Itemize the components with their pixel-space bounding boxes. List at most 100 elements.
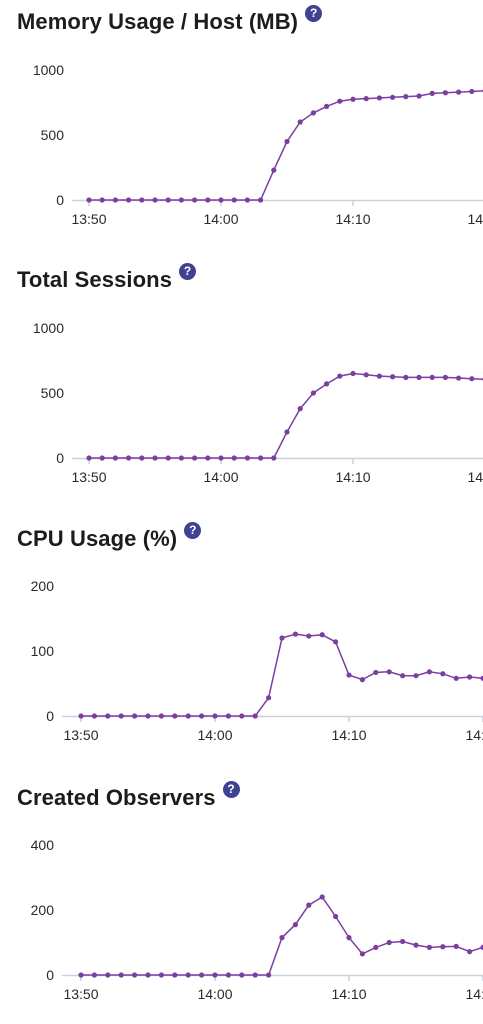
data-point[interactable]	[453, 675, 459, 681]
data-point[interactable]	[192, 197, 198, 203]
data-point[interactable]	[139, 197, 145, 203]
data-point[interactable]	[376, 95, 382, 101]
data-point[interactable]	[212, 972, 218, 978]
data-point[interactable]	[205, 455, 211, 461]
data-point[interactable]	[178, 455, 184, 461]
data-point[interactable]	[105, 972, 111, 978]
data-point[interactable]	[212, 713, 218, 719]
data-point[interactable]	[239, 713, 245, 719]
data-point[interactable]	[99, 455, 105, 461]
data-point[interactable]	[86, 197, 92, 203]
data-point[interactable]	[306, 902, 312, 908]
data-point[interactable]	[205, 197, 211, 203]
data-point[interactable]	[426, 944, 432, 950]
data-point[interactable]	[386, 669, 392, 675]
data-point[interactable]	[480, 944, 483, 950]
data-point[interactable]	[244, 455, 250, 461]
data-point[interactable]	[258, 197, 264, 203]
data-point[interactable]	[266, 972, 272, 978]
data-point[interactable]	[152, 455, 158, 461]
data-point[interactable]	[244, 197, 250, 203]
data-point[interactable]	[86, 455, 92, 461]
data-point[interactable]	[376, 373, 382, 379]
data-point[interactable]	[218, 197, 224, 203]
data-point[interactable]	[78, 713, 84, 719]
data-point[interactable]	[337, 98, 343, 104]
data-point[interactable]	[78, 972, 84, 978]
data-point[interactable]	[359, 951, 365, 957]
question-mark-icon[interactable]: ?	[184, 522, 202, 539]
data-point[interactable]	[158, 713, 164, 719]
data-point[interactable]	[350, 370, 356, 377]
data-point[interactable]	[199, 713, 205, 719]
data-point[interactable]	[279, 635, 285, 641]
data-point[interactable]	[390, 374, 396, 380]
data-point[interactable]	[225, 713, 231, 719]
data-point[interactable]	[185, 713, 191, 719]
data-point[interactable]	[386, 939, 392, 946]
data-point[interactable]	[306, 633, 312, 639]
data-point[interactable]	[429, 374, 435, 380]
data-point[interactable]	[373, 669, 379, 676]
data-point[interactable]	[363, 372, 369, 378]
data-point[interactable]	[373, 944, 379, 950]
data-point[interactable]	[403, 374, 409, 380]
question-mark-icon[interactable]: ?	[179, 263, 197, 280]
data-point[interactable]	[469, 376, 475, 382]
data-point[interactable]	[333, 913, 339, 920]
data-point[interactable]	[279, 935, 285, 941]
data-point[interactable]	[91, 972, 97, 978]
data-point[interactable]	[333, 639, 339, 645]
data-point[interactable]	[319, 894, 325, 900]
data-point[interactable]	[139, 455, 145, 461]
data-point[interactable]	[172, 972, 178, 978]
data-point[interactable]	[440, 671, 446, 677]
data-point[interactable]	[350, 96, 356, 102]
data-point[interactable]	[118, 972, 124, 978]
data-point[interactable]	[426, 669, 432, 675]
data-point[interactable]	[165, 197, 171, 203]
data-point[interactable]	[118, 713, 124, 719]
data-point[interactable]	[310, 390, 316, 396]
data-point[interactable]	[456, 375, 462, 381]
data-point[interactable]	[337, 373, 343, 379]
data-point[interactable]	[99, 197, 105, 203]
data-point[interactable]	[442, 90, 448, 96]
data-point[interactable]	[480, 675, 483, 681]
data-point[interactable]	[112, 455, 118, 461]
data-point[interactable]	[403, 94, 409, 100]
data-point[interactable]	[359, 677, 365, 683]
data-point[interactable]	[429, 90, 435, 96]
data-point[interactable]	[310, 110, 316, 116]
data-point[interactable]	[324, 103, 330, 109]
data-point[interactable]	[132, 713, 138, 719]
data-point[interactable]	[442, 374, 448, 380]
data-point[interactable]	[400, 938, 406, 945]
data-point[interactable]	[413, 942, 419, 948]
data-point[interactable]	[126, 455, 132, 461]
data-point[interactable]	[112, 197, 118, 203]
data-point[interactable]	[152, 197, 158, 203]
data-point[interactable]	[239, 972, 245, 978]
data-point[interactable]	[416, 93, 422, 99]
data-point[interactable]	[231, 197, 237, 203]
data-point[interactable]	[469, 88, 475, 95]
data-point[interactable]	[172, 713, 178, 719]
data-point[interactable]	[132, 972, 138, 978]
data-point[interactable]	[126, 197, 132, 203]
data-point[interactable]	[440, 944, 446, 950]
data-point[interactable]	[271, 455, 277, 461]
data-point[interactable]	[231, 455, 237, 461]
question-mark-icon[interactable]: ?	[222, 781, 240, 798]
data-point[interactable]	[266, 695, 272, 701]
data-point[interactable]	[178, 197, 184, 203]
data-point[interactable]	[456, 89, 462, 95]
data-point[interactable]	[258, 455, 264, 461]
data-point[interactable]	[467, 674, 473, 680]
data-point[interactable]	[346, 672, 352, 678]
question-mark-icon[interactable]: ?	[305, 5, 323, 22]
data-point[interactable]	[218, 455, 224, 461]
data-point[interactable]	[467, 949, 473, 955]
data-point[interactable]	[413, 673, 419, 679]
data-point[interactable]	[346, 935, 352, 941]
